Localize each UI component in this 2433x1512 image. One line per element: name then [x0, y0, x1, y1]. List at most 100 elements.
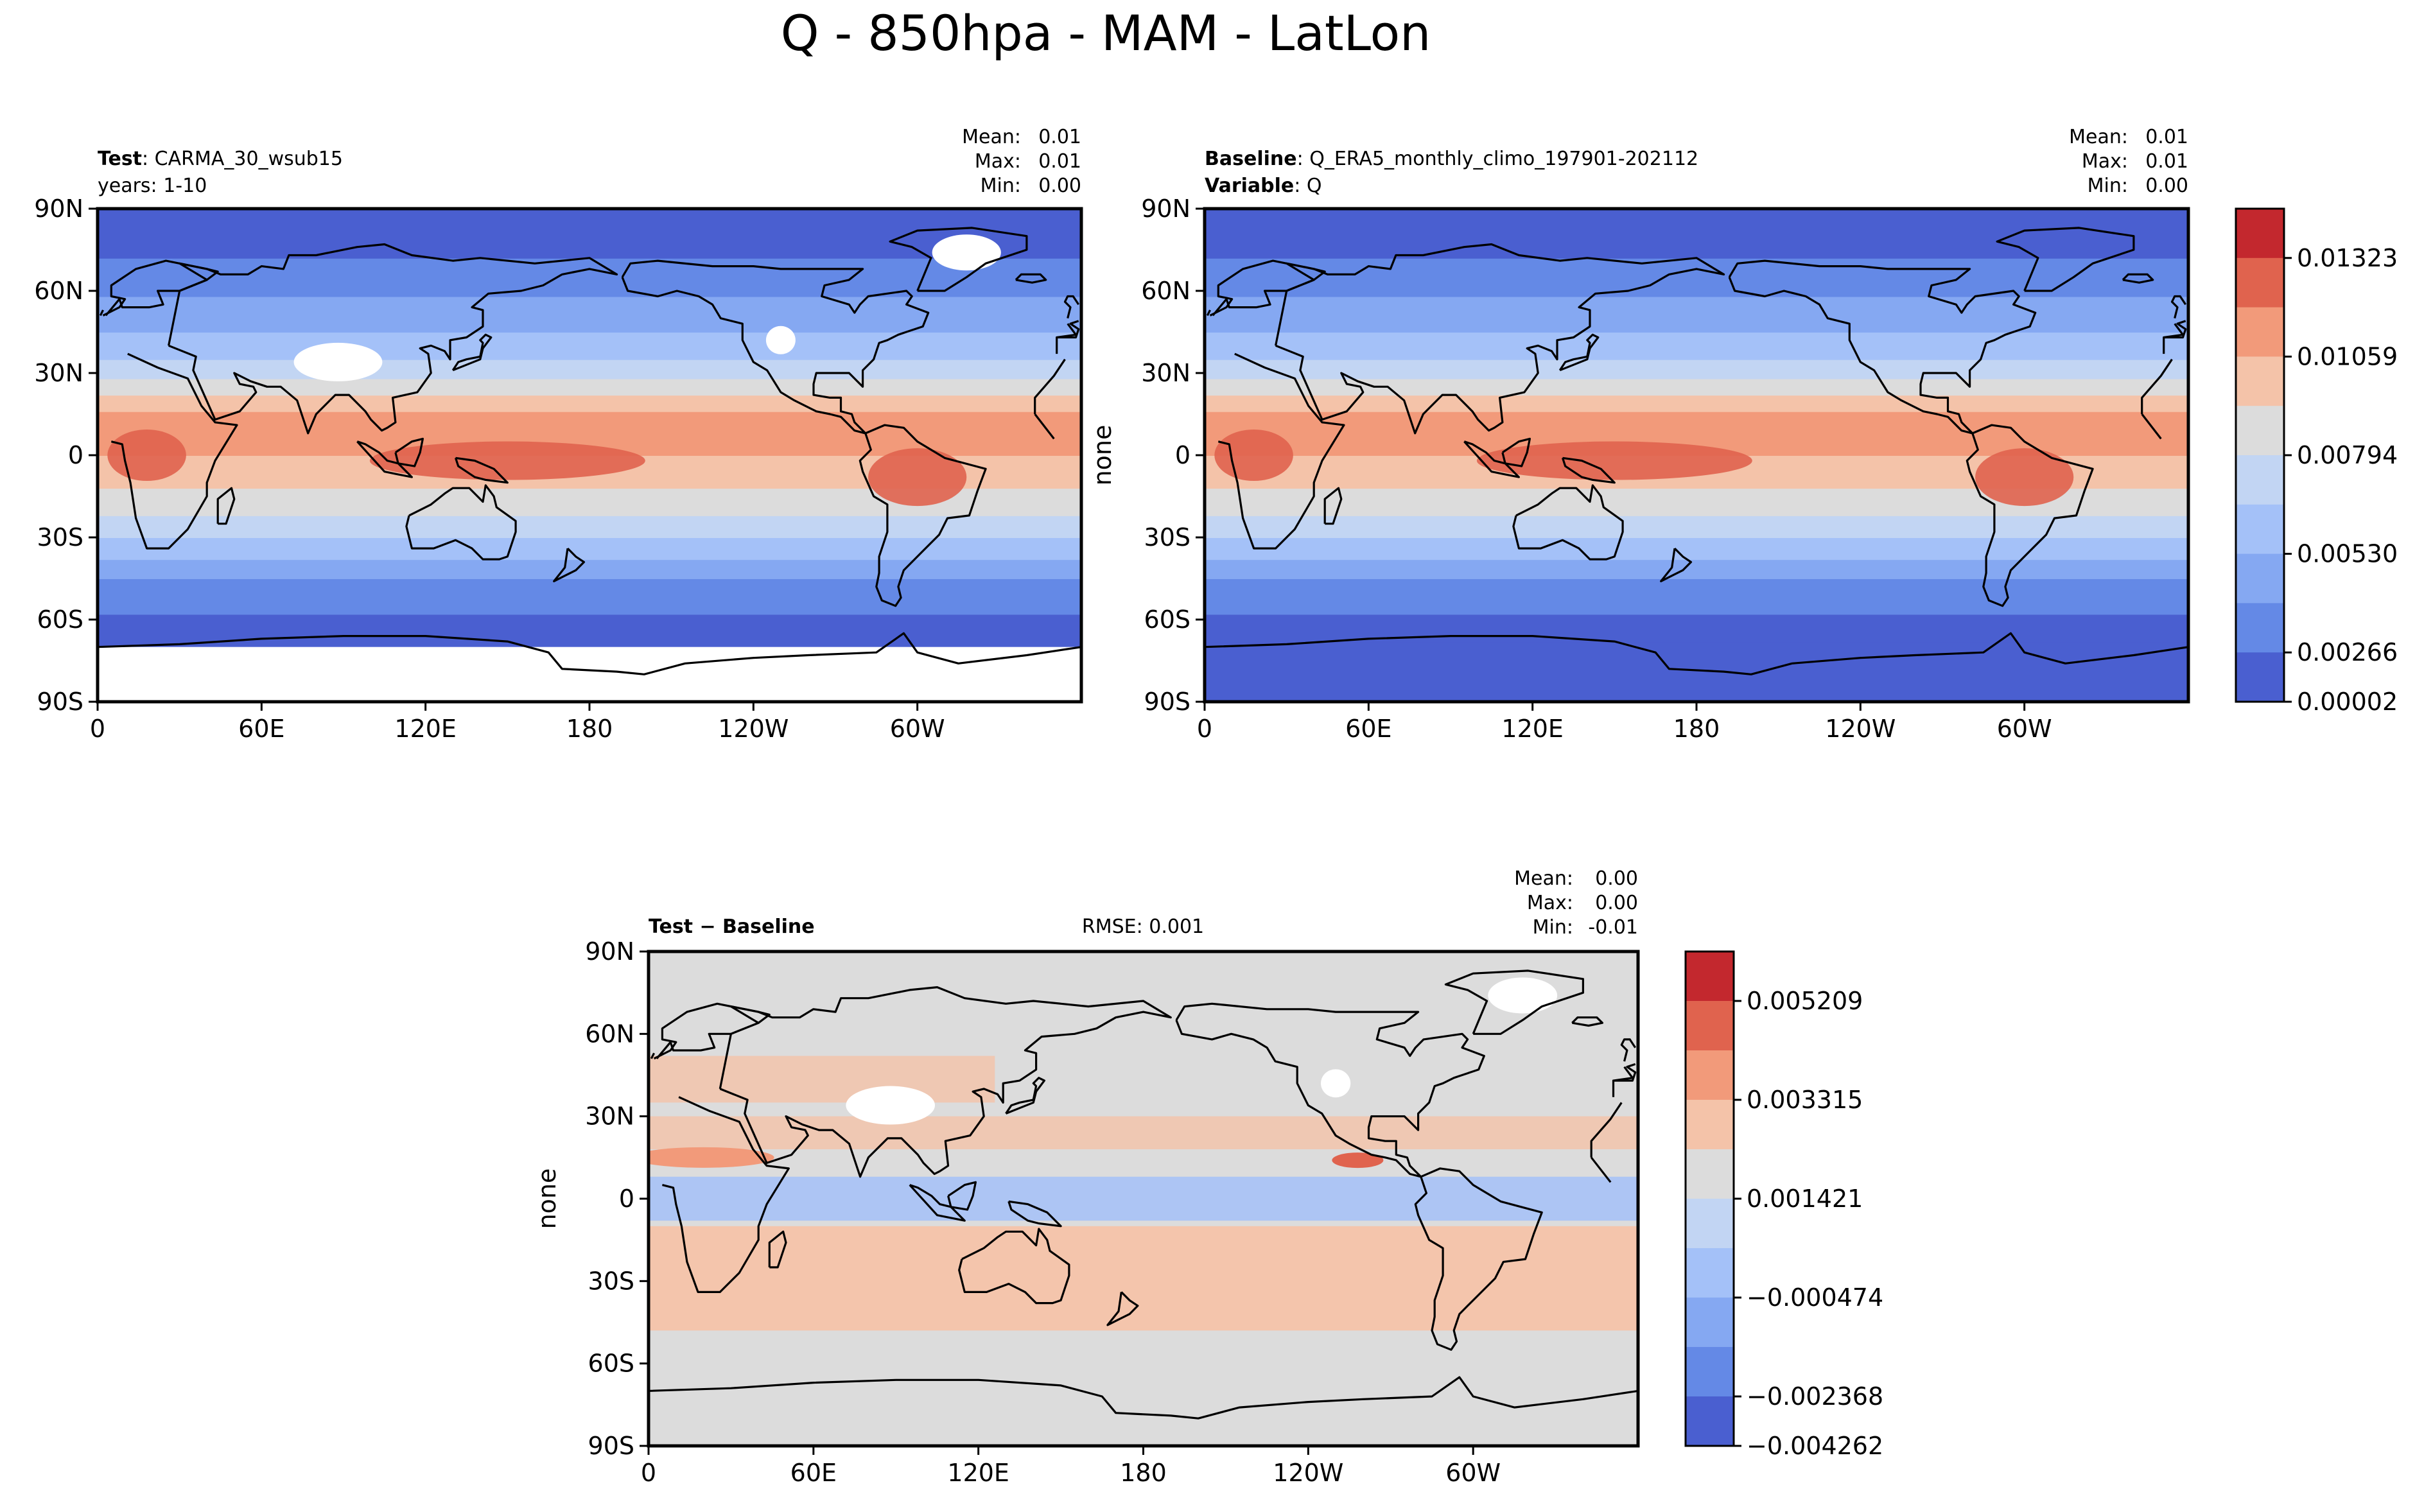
coastline-madagascar [1323, 487, 1343, 525]
axes-baseline: 0 60E 120E 180 120W 60W 90N 60N 30N 0 30S 60S 90S [1141, 195, 2052, 743]
y-tick-label: 30N [34, 359, 83, 387]
colorbar-tick-label: −0.002368 [1747, 1382, 1883, 1411]
missing-data-tibet [846, 1086, 936, 1125]
coastline-greenland [889, 227, 1028, 292]
coastline-uk [650, 1038, 1637, 1062]
colorbar-swatch [1686, 952, 1734, 1002]
coastline-japan [451, 333, 493, 372]
panel-baseline-label: Baseline: Q_ERA5_monthly_climo_197901-20… [1205, 148, 1698, 170]
panel-difference-mean-label: Mean: [1514, 867, 1573, 890]
moisture-maximum [1476, 441, 1752, 480]
contour-band [1205, 641, 2188, 702]
y-tick-label: 60S [588, 1350, 634, 1378]
coastline-antarctica [649, 1376, 1638, 1420]
coastline-europe [653, 1002, 1637, 1097]
coastline-namerica [1728, 259, 2037, 435]
y-tick-label: 30N [1141, 359, 1190, 387]
missing-data-rockies [765, 326, 796, 354]
moisture-maximum [868, 448, 967, 507]
colorbar-difference: 0.005209 0.003315 0.001421 −0.000474 −0.0023… [1684, 950, 1883, 1460]
coastline-newguinea [454, 456, 509, 484]
y-tick-label: 60S [37, 605, 83, 634]
difference-band-positive [649, 1226, 1638, 1331]
panel-baseline: Baseline: Q_ERA5_monthly_climo_197901-20… [1088, 126, 2398, 743]
panel-difference-min-value: -0.01 [1588, 916, 1638, 939]
panel-difference-label: Test − Baseline [649, 916, 815, 938]
contour-band [1205, 378, 2188, 396]
contour-band [98, 515, 1081, 538]
axes-test: 0 60E 120E 180 120W 60W 90N 60N 30N 0 30S 60S 90S [34, 195, 945, 743]
contour-band [98, 395, 1081, 412]
difference-hotspot [649, 1147, 774, 1168]
x-tick-label: 60W [1445, 1459, 1501, 1487]
colorbar-swatch [1686, 1149, 1734, 1199]
coastline-nz [1106, 1291, 1139, 1326]
coastline-uk [1206, 295, 2187, 319]
coastline-asia [719, 986, 1172, 1178]
map-baseline [1205, 209, 2188, 702]
x-tick-label: 0 [641, 1459, 656, 1487]
contour-band [98, 578, 1081, 615]
colorbar-swatch [1686, 1001, 1734, 1051]
x-tick-label: 0 [1197, 715, 1212, 743]
coastline-borneo [394, 437, 424, 467]
panel-difference-max-value: 0.00 [1595, 892, 1638, 914]
moisture-maximum [107, 430, 186, 481]
colorbar-tick-label: 0.003315 [1747, 1086, 1863, 1114]
contour-band [98, 378, 1081, 396]
colorbar-swatch [2236, 652, 2284, 702]
colorbar-swatch [2236, 504, 2284, 555]
x-tick-label: 180 [1673, 715, 1720, 743]
coastline-newguinea [1561, 456, 1616, 484]
contour-band [98, 614, 1081, 648]
map-test [98, 209, 1081, 702]
y-tick-label: 60N [34, 277, 83, 305]
coastline-madagascar [768, 1230, 787, 1269]
difference-band-positive [649, 1116, 1638, 1149]
coastline-africa [1217, 352, 2173, 550]
panel-test-years: years: 1-10 [98, 175, 207, 197]
coastline-japan [1005, 1077, 1045, 1115]
coastline-namerica [1175, 1002, 1485, 1178]
coastline-nz [1660, 547, 1693, 582]
coastline-newguinea [1007, 1200, 1062, 1228]
y-tick-label: 0 [619, 1185, 634, 1213]
colorbar-tick-label: 0.00002 [2297, 688, 2398, 716]
x-tick-label: 60E [1345, 715, 1391, 743]
missing-data-rockies [1321, 1069, 1351, 1098]
coastline-asia [1275, 243, 1725, 435]
y-tick-label: 60S [1144, 605, 1190, 634]
moisture-maximum [1975, 448, 2074, 507]
coastline-africa [662, 1096, 1623, 1293]
missing-data-greenland [932, 234, 1001, 271]
y-tick-label: 90N [34, 195, 83, 223]
colorbar-swatch [1686, 1050, 1734, 1100]
colorbar-swatch [2236, 257, 2284, 308]
coastline-iceland [1015, 273, 1047, 284]
coastline-asia [168, 243, 618, 435]
colorbar-swatch [2236, 307, 2284, 357]
y-tick-label: 60N [585, 1020, 634, 1048]
coastline-greenland [1444, 969, 1584, 1035]
map-difference [649, 952, 1638, 1446]
moisture-maximum [369, 441, 645, 480]
contour-band [1205, 559, 2188, 579]
x-tick-label: 180 [1120, 1459, 1167, 1487]
colorbar-swatch [2236, 406, 2284, 456]
y-tick-label: 30S [1144, 523, 1190, 552]
colorbar-tick-label: 0.01059 [2297, 342, 2398, 370]
colorbar-tick-label: −0.004262 [1747, 1432, 1883, 1460]
y-tick-label: 0 [68, 441, 83, 469]
panel-test: Test: CARMA_30_wsub15 years: 1-10 Mean: … [34, 126, 1083, 743]
coastline-namerica [621, 259, 930, 435]
coastline-japan [1558, 333, 1600, 372]
contour-band [1205, 332, 2188, 360]
panel-baseline-max-value: 0.01 [2145, 150, 2188, 173]
contour-band [1205, 296, 2188, 333]
colorbar-tick-label: 0.00530 [2297, 540, 2398, 568]
panel-baseline-ylabel: none [1088, 425, 1117, 486]
panel-baseline-mean-label: Mean: [2069, 126, 2128, 148]
y-tick-label: 0 [1175, 441, 1190, 469]
panel-difference-ylabel: none [533, 1169, 561, 1230]
